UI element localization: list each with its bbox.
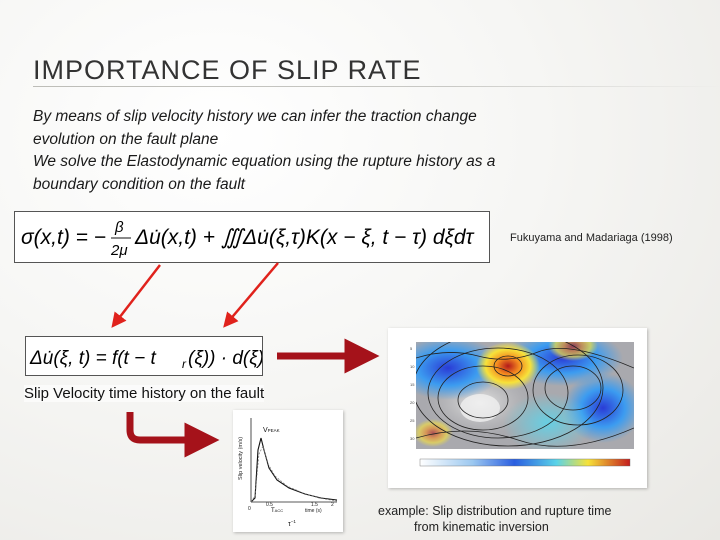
slip-velocity-function-plot: Slip velocity (m/s) VPEAK TACC τ−1 time …	[233, 410, 343, 532]
title-divider	[33, 86, 720, 87]
body-line: boundary condition on the fault	[33, 175, 245, 193]
tacc-label: TACC	[271, 508, 283, 514]
peak-label: VPEAK	[263, 427, 280, 434]
tau-label: τ−1	[288, 519, 296, 528]
svg-text:20: 20	[410, 400, 415, 405]
svg-text:2μ: 2μ	[110, 242, 128, 259]
x-tick: 0	[248, 506, 251, 512]
reference-citation: Fukuyama and Madariaga (1998)	[510, 232, 673, 244]
slip-velocity-curve-dashed	[250, 444, 338, 503]
example-caption-line: from kinematic inversion	[414, 520, 549, 534]
slip-velocity-formula: Δu̇(ξ, t) = f(t − t r (ξ)) · d(ξ)	[29, 348, 264, 371]
slip-velocity-curve	[250, 437, 338, 503]
svg-text:β: β	[114, 219, 124, 236]
traction-equation: σ(x,t) = − β 2μ Δu̇(x,t) + ∭Δu̇(ξ,τ)K(x …	[14, 211, 490, 263]
red-arrow-left	[111, 264, 161, 328]
svg-text:5: 5	[410, 346, 413, 351]
svg-text:30: 30	[410, 436, 415, 441]
x-tick: 0.5	[266, 502, 273, 508]
svg-text:10: 10	[410, 364, 415, 369]
example-caption-line: example: Slip distribution and rupture t…	[378, 504, 612, 518]
svg-text:Δu̇(x,t) + ∭Δu̇(ξ,τ)K(x − ξ, t: Δu̇(x,t) + ∭Δu̇(ξ,τ)K(x − ξ, t − τ) dξdτ	[134, 226, 475, 249]
svg-text:(ξ)) · d(ξ): (ξ)) · d(ξ)	[188, 348, 262, 369]
slip-velocity-caption: Slip Velocity time history on the fault	[24, 385, 265, 402]
dark-arrow-to-plot	[126, 412, 220, 458]
body-line: We solve the Elastodynamic equation usin…	[33, 153, 496, 170]
svg-text:r: r	[182, 357, 187, 371]
plot-y-label: Slip velocity (m/s)	[238, 437, 244, 480]
body-line: By means of slip velocity history we can…	[33, 108, 477, 125]
slip-velocity-function-chart: Slip velocity (m/s) VPEAK TACC τ−1 time …	[238, 418, 338, 528]
red-arrow-right	[223, 262, 279, 328]
slip-velocity-equation: Δu̇(ξ, t) = f(t − t r (ξ)) · d(ξ)	[25, 336, 264, 376]
slip-distribution-map: 5 10 15 20 25 30	[388, 328, 647, 488]
svg-text:Δu̇(ξ, t) = f(t − t: Δu̇(ξ, t) = f(t − t	[29, 348, 156, 369]
body-line: evolution on the fault plane	[33, 130, 219, 148]
x-tick: 2	[331, 502, 334, 508]
plot-x-label: time (s)	[305, 508, 322, 514]
example-caption: example: Slip distribution and rupture t…	[378, 503, 648, 535]
x-tick: 1.5	[311, 502, 318, 508]
traction-equation-formula: σ(x,t) = − β 2μ Δu̇(x,t) + ∭Δu̇(ξ,τ)K(x …	[21, 219, 475, 259]
slide-title: IMPORTANCE OF SLIP RATE	[33, 55, 422, 85]
svg-text:σ(x,t) = −: σ(x,t) = −	[21, 226, 106, 249]
body-text: By means of slip velocity history we can…	[33, 106, 673, 196]
svg-text:15: 15	[410, 382, 415, 387]
svg-text:25: 25	[410, 418, 415, 423]
slip-distribution-image: 5 10 15 20 25 30	[410, 342, 634, 467]
